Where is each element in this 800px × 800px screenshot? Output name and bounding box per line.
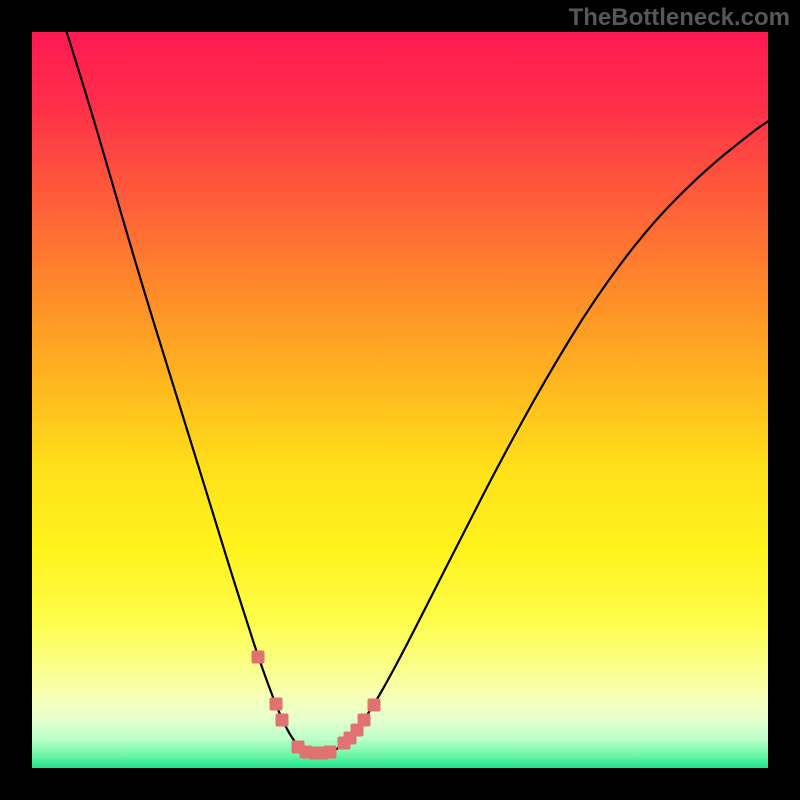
data-marker bbox=[270, 698, 283, 711]
data-marker bbox=[324, 746, 337, 759]
chart-root: TheBottleneck.com bbox=[0, 0, 800, 800]
watermark-text: TheBottleneck.com bbox=[569, 4, 790, 32]
data-marker bbox=[358, 714, 371, 727]
data-marker bbox=[368, 699, 381, 712]
data-marker bbox=[276, 714, 289, 727]
chart-border bbox=[27, 27, 773, 773]
data-marker bbox=[252, 651, 265, 664]
